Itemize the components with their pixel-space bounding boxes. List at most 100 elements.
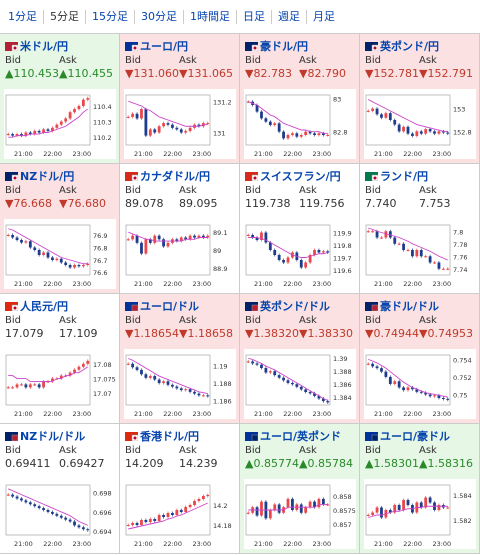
pair-title[interactable]: ユーロ/円 [125,38,188,54]
candle [46,129,50,131]
price-chart[interactable]: 17.08 17.075 17.07 21:00 22:00 23:00 [4,349,116,419]
candle [326,504,330,506]
ask-label: Ask [179,185,197,196]
pair-title[interactable]: 人民元/円 [5,298,68,314]
price-chart[interactable]: 119.9 119.8 119.7 119.6 21:00 22:00 23:00 [244,219,356,289]
candle [446,398,450,400]
x-tick-label: 23:00 [312,280,331,288]
pair-title[interactable]: ランド/円 [365,168,428,184]
pair-title[interactable]: カナダドル/円 [125,168,210,184]
rate-card: ユーロ/ドル Bid Ask ▼1.18654 ▼1.18658 1.19 1.188 1.1… [120,294,240,424]
price-chart[interactable]: 76.9 76.8 76.7 76.6 21:00 22:00 23:00 [4,219,116,289]
tab-3[interactable]: 30分足 [135,9,184,24]
candle [184,237,188,240]
pair-title[interactable]: 豪ドル/円 [245,38,308,54]
candle [6,235,10,236]
candle [380,237,383,239]
bid-label: Bid [5,445,21,456]
candle [188,505,192,507]
candle [321,133,325,135]
candle [264,118,268,122]
x-tick-label: 23:00 [312,150,331,158]
x-tick-label: 21:00 [14,540,33,548]
pair-title[interactable]: 英ポンド/円 [365,38,439,54]
pair-title[interactable]: 英ポンド/ドル [245,298,330,314]
candle [286,380,290,383]
candle [441,131,445,133]
x-tick-label: 23:00 [72,410,91,418]
candle [64,118,68,122]
candle [268,121,272,125]
pair-title[interactable]: ユーロ/豪ドル [365,428,450,444]
y-tick-label: 7.8 [453,228,463,236]
rate-card: NZドル/円 Bid Ask ▼76.668 ▼76.680 76.9 76.8 76.7 76… [0,164,120,294]
candle [171,124,174,128]
candle [402,243,405,250]
pair-title[interactable]: 米ドル/円 [5,38,68,54]
price-chart[interactable]: 1.584 1.582 21:00 22:00 23:00 [364,479,476,549]
y-tick-label: 1.186 [213,398,232,406]
price-chart[interactable]: 0.698 0.696 0.694 21:00 22:00 23:00 [4,479,116,549]
candle [299,260,303,268]
candle [277,504,281,513]
pair-name: 豪ドル/円 [260,40,309,53]
candle [37,506,41,509]
tab-2[interactable]: 15分足 [86,9,135,24]
y-tick-label: 119.7 [333,255,352,263]
candle [157,515,161,521]
pair-name: 香港ドル/円 [140,430,200,443]
price-chart[interactable]: 131.2 131 21:00 22:00 23:00 [124,89,236,159]
tab-6[interactable]: 週足 [272,9,307,24]
candle [419,131,423,134]
candle [197,235,201,238]
price-chart[interactable]: 14.2 14.18 21:00 22:00 23:00 [124,479,236,549]
price-chart[interactable]: 83 82.8 21:00 22:00 23:00 [244,89,356,159]
pair-title[interactable]: ユーロ/英ポンド [245,428,341,444]
y-tick-label: 1.39 [333,355,347,363]
candle [77,105,81,110]
price-chart[interactable]: 153 152.8 21:00 22:00 23:00 [364,89,476,159]
price-chart[interactable]: 1.39 1.388 1.386 1.384 21:00 22:00 23:00 [244,349,356,419]
candle [246,361,250,363]
y-tick-label: 89.1 [213,229,227,237]
pair-title[interactable]: NZドル/ドル [5,428,85,444]
ma-line [128,231,208,242]
tab-1[interactable]: 5分足 [44,9,86,24]
tab-4[interactable]: 1時間足 [184,9,237,24]
price-chart[interactable]: 1.19 1.188 1.186 21:00 22:00 23:00 [124,349,236,419]
candle [179,388,183,391]
tab-7[interactable]: 月足 [313,9,335,23]
candle [313,250,316,255]
pair-name: ユーロ/円 [140,40,189,53]
pair-title[interactable]: スイスフラン/円 [245,168,341,184]
candle [380,507,383,518]
candle [277,255,281,260]
candle [388,231,392,238]
candle [366,363,370,365]
pair-title[interactable]: ユーロ/ドル [125,298,199,314]
candle [42,129,45,133]
candle [282,377,285,381]
candle [291,382,294,385]
candle [268,242,272,250]
price-chart[interactable]: 0.754 0.752 0.75 21:00 22:00 23:00 [364,349,476,419]
candle [206,123,210,125]
pair-name: 人民元/円 [20,300,69,313]
price-chart[interactable]: 7.8 7.78 7.76 7.74 21:00 22:00 23:00 [364,219,476,289]
price-chart[interactable]: 110.4 110.3 110.2 21:00 22:00 23:00 [4,89,116,159]
tab-0[interactable]: 1分足 [2,9,44,24]
candle [51,257,54,260]
candle [24,500,28,503]
pair-title[interactable]: 豪ドル/ドル [365,298,439,314]
tab-5[interactable]: 日足 [237,9,272,24]
candle [317,250,321,253]
pair-title[interactable]: 香港ドル/円 [125,428,199,444]
candle [402,126,405,132]
rate-card: カナダドル/円 Bid Ask 89.078 89.095 89.1 89 88.9 21:00… [120,164,240,294]
rate-card: ユーロ/英ポンド Bid Ask ▲0.85774 ▲0.85784 0.858 0.857… [240,424,360,554]
pair-title[interactable]: NZドル/円 [5,168,74,184]
candle [73,369,76,373]
ma-line [8,228,88,265]
price-chart[interactable]: 89.1 89 88.9 21:00 22:00 23:00 [124,219,236,289]
price-chart[interactable]: 0.858 0.8575 0.857 21:00 22:00 23:00 [244,479,356,549]
